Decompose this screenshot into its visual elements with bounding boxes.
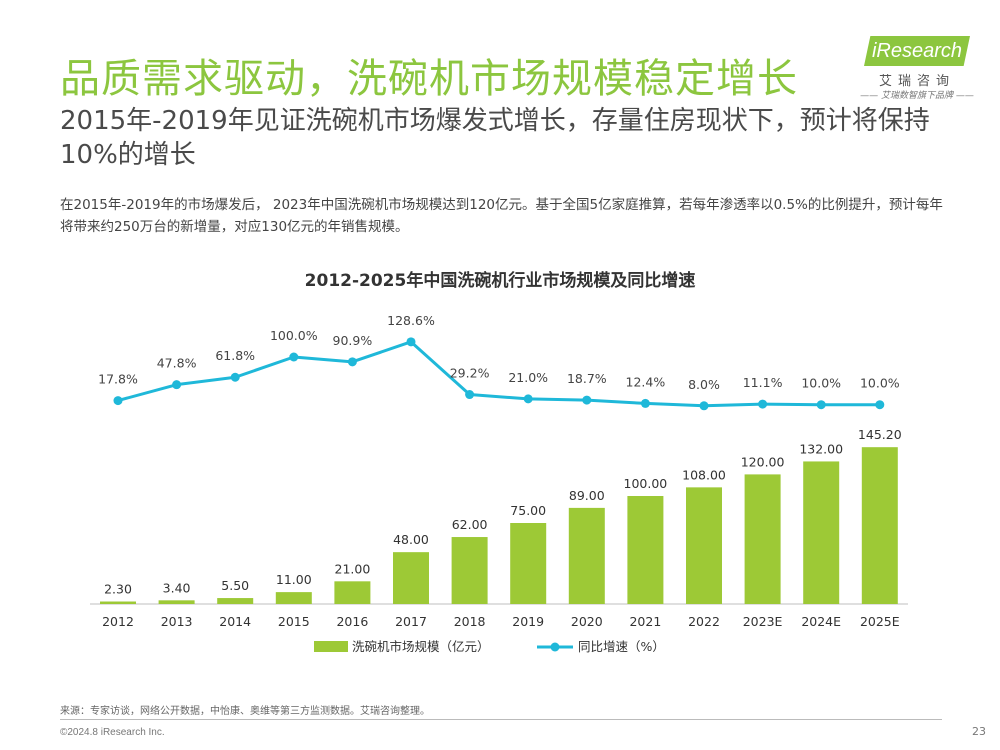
bar-2017 <box>393 552 429 604</box>
page-subtitle: 2015年-2019年见证洗碗机市场爆发式增长，存量住房现状下，预计将保持10%… <box>60 106 930 170</box>
growth-label-2018: 29.2% <box>450 366 490 381</box>
page-description: 在2015年-2019年的市场爆发后， 2023年中国洗碗机市场规模达到120亿… <box>60 197 943 235</box>
bar-label-2022: 108.00 <box>682 467 726 482</box>
growth-label-2012: 17.8% <box>98 372 138 387</box>
x-tick-2020: 2020 <box>571 614 603 629</box>
growth-point-2017 <box>406 337 416 347</box>
growth-label-2024E: 10.0% <box>801 376 841 391</box>
bar-label-2013: 3.40 <box>163 580 191 595</box>
logo-brand: iResearch <box>864 36 970 66</box>
growth-label-2025E: 10.0% <box>860 376 900 391</box>
x-tick-2013: 2013 <box>161 614 193 629</box>
growth-point-2025E <box>875 400 885 410</box>
growth-point-2020 <box>582 395 592 405</box>
bar-2024E <box>803 461 840 604</box>
legend-line-marker <box>550 642 560 652</box>
growth-point-2018 <box>465 390 475 400</box>
x-tick-2021: 2021 <box>629 614 661 629</box>
growth-point-2015 <box>289 352 299 362</box>
bar-2015 <box>275 592 312 604</box>
growth-label-2023E: 11.1% <box>743 375 783 390</box>
bar-label-2014: 5.50 <box>221 578 249 593</box>
growth-point-2023E <box>758 399 768 409</box>
x-tick-2019: 2019 <box>512 614 544 629</box>
legend-line-label: 同比增速（%） <box>578 639 665 654</box>
growth-label-2019: 21.0% <box>508 370 548 385</box>
growth-label-2016: 90.9% <box>333 333 373 348</box>
x-tick-2014: 2014 <box>219 614 251 629</box>
bar-label-2019: 75.00 <box>510 503 546 518</box>
bar-label-2024E: 132.00 <box>799 441 843 456</box>
x-tick-2015: 2015 <box>278 614 310 629</box>
growth-point-2016 <box>347 357 357 367</box>
chart-title: 2012-2025年中国洗碗机行业市场规模及同比增速 <box>304 271 696 291</box>
footer-divider <box>60 719 942 720</box>
bar-2019 <box>510 523 547 604</box>
growth-point-2013 <box>172 380 182 390</box>
growth-point-2012 <box>113 396 123 406</box>
legend-bar-swatch <box>314 641 348 652</box>
bar-label-2020: 89.00 <box>569 488 605 503</box>
bar-label-2018: 62.00 <box>452 517 488 532</box>
x-tick-2025E: 2025E <box>860 614 900 629</box>
growth-label-2022: 8.0% <box>688 377 720 392</box>
logo-tagline: —— 艾瑞数智旗下品牌 —— <box>860 91 974 101</box>
legend-bar-label: 洗碗机市场规模（亿元） <box>352 639 490 654</box>
bar-2018 <box>451 537 488 604</box>
bar-label-2016: 21.00 <box>335 561 371 576</box>
growth-label-2015: 100.0% <box>270 328 318 343</box>
growth-label-2017: 128.6% <box>387 313 435 328</box>
bar-2016 <box>334 581 371 604</box>
x-tick-2022: 2022 <box>688 614 720 629</box>
bar-label-2017: 48.00 <box>393 532 429 547</box>
growth-line <box>117 340 880 408</box>
bar-2020 <box>568 507 605 604</box>
bar-label-2012: 2.30 <box>104 582 132 597</box>
x-tick-2024E: 2024E <box>801 614 841 629</box>
source-note: 来源：专家访谈，网络公开数据，中怡康、奥维等第三方监测数据。艾瑞咨询整理。 <box>60 706 430 717</box>
growth-label-2013: 47.8% <box>157 356 197 371</box>
copyright: ©2024.8 iResearch Inc. <box>60 727 165 738</box>
growth-label-2020: 18.7% <box>567 371 607 386</box>
market-size-chart: 2.30 2012 3.40 2013 5.50 2014 11.00 2015 21.00 20… <box>90 313 908 654</box>
growth-label-2014: 61.8% <box>215 348 255 363</box>
x-tick-2023E: 2023E <box>743 614 783 629</box>
bar-2013 <box>158 600 195 604</box>
bar-2025E <box>861 447 898 604</box>
x-tick-2017: 2017 <box>395 614 427 629</box>
bar-label-2021: 100.00 <box>624 476 668 491</box>
growth-point-2024E <box>816 400 826 410</box>
growth-point-2022 <box>699 401 709 411</box>
iresearch-logo: iResearch 艾瑞咨询 —— 艾瑞数智旗下品牌 —— <box>858 28 976 101</box>
bar-2023E <box>744 474 781 604</box>
growth-point-2021 <box>640 398 650 408</box>
bar-2021 <box>627 496 664 604</box>
bar-2014 <box>217 598 254 604</box>
bar-label-2025E: 145.20 <box>858 427 902 442</box>
growth-point-2019 <box>523 394 533 404</box>
x-tick-2012: 2012 <box>102 614 134 629</box>
bar-2012 <box>100 601 136 604</box>
x-tick-2018: 2018 <box>454 614 486 629</box>
page-title: 品质需求驱动，洗碗机市场规模稳定增长 <box>60 56 798 102</box>
bar-label-2023E: 120.00 <box>741 454 785 469</box>
bar-label-2015: 11.00 <box>276 572 312 587</box>
page-number: 23 <box>972 725 986 738</box>
growth-label-2021: 12.4% <box>626 374 666 389</box>
growth-point-2014 <box>230 372 240 382</box>
logo-cn: 艾瑞咨询 <box>878 74 955 89</box>
bar-2022 <box>686 487 722 604</box>
x-tick-2016: 2016 <box>336 614 368 629</box>
